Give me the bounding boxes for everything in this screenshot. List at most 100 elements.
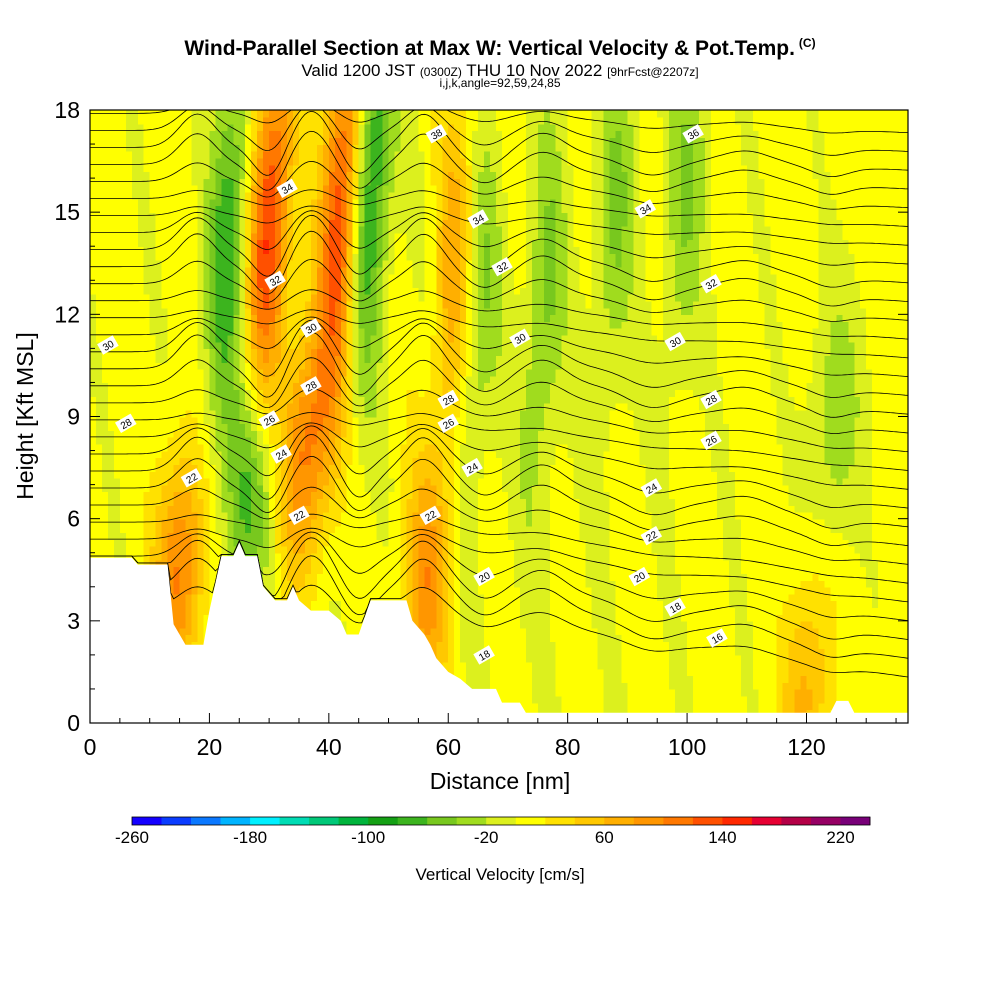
velocity-cell	[663, 580, 670, 588]
velocity-cell	[508, 661, 515, 670]
velocity-cell	[711, 491, 718, 499]
velocity-cell	[304, 586, 312, 595]
velocity-cell	[430, 600, 438, 608]
velocity-cell	[167, 586, 175, 595]
velocity-cell	[734, 688, 742, 697]
velocity-cell	[752, 648, 760, 656]
velocity-cell	[716, 620, 724, 629]
velocity-cell	[633, 620, 641, 629]
velocity-cell	[728, 702, 736, 711]
velocity-cell	[651, 675, 659, 683]
velocity-cell	[579, 607, 587, 615]
velocity-cell	[472, 525, 479, 534]
velocity-cell	[185, 593, 193, 602]
velocity-cell	[734, 607, 742, 615]
velocity-cell	[728, 573, 736, 581]
velocity-cell	[269, 505, 276, 513]
velocity-cell	[340, 471, 348, 479]
velocity-cell	[400, 532, 408, 540]
velocity-cell	[334, 614, 342, 622]
velocity-cell	[484, 614, 491, 622]
velocity-cell	[567, 477, 575, 486]
velocity-cell	[591, 661, 599, 670]
velocity-cell	[549, 511, 557, 520]
velocity-cell	[406, 532, 414, 540]
velocity-cell	[376, 580, 384, 588]
velocity-cell	[496, 559, 503, 568]
velocity-cell	[699, 668, 706, 677]
velocity-cell	[681, 498, 688, 506]
velocity-cell	[299, 559, 306, 568]
velocity-cell	[711, 688, 718, 697]
velocity-cell	[508, 675, 515, 683]
velocity-cell	[508, 566, 515, 574]
velocity-cell	[705, 505, 712, 513]
velocity-cell	[185, 491, 193, 499]
velocity-cell	[872, 682, 879, 690]
velocity-cell	[621, 627, 629, 636]
velocity-cell	[776, 525, 784, 534]
velocity-cell	[185, 607, 193, 615]
velocity-cell	[615, 573, 623, 581]
velocity-cell	[836, 545, 844, 554]
velocity-cell	[711, 511, 718, 520]
velocity-cell	[854, 695, 862, 704]
velocity-cell	[633, 661, 641, 670]
velocity-cell	[597, 580, 605, 588]
velocity-cell	[854, 593, 862, 602]
velocity-cell	[209, 484, 217, 493]
velocity-cell	[460, 518, 467, 527]
velocity-cell	[263, 525, 270, 534]
velocity-cell	[788, 484, 796, 493]
velocity-cell	[96, 498, 103, 506]
velocity-cell	[454, 580, 461, 588]
velocity-cell	[531, 641, 539, 649]
velocity-cell	[645, 580, 653, 588]
velocity-cell	[603, 695, 611, 704]
velocity-cell	[716, 477, 724, 486]
velocity-cell	[543, 586, 551, 595]
velocity-cell	[490, 600, 497, 608]
velocity-cell	[872, 614, 879, 622]
velocity-cell	[878, 566, 885, 574]
velocity-cell	[364, 539, 372, 547]
velocity-cell	[221, 505, 229, 513]
velocity-cell	[675, 491, 682, 499]
velocity-cell	[669, 545, 676, 554]
velocity-cell	[496, 532, 503, 540]
velocity-cell	[275, 471, 282, 479]
velocity-cell	[346, 491, 354, 499]
velocity-cell	[752, 627, 760, 636]
velocity-cell	[597, 552, 605, 561]
velocity-cell	[304, 566, 312, 574]
velocity-cell	[776, 559, 784, 568]
velocity-cell	[191, 600, 199, 608]
velocity-cell	[555, 566, 563, 574]
velocity-cell	[328, 539, 336, 547]
velocity-cell	[824, 491, 832, 499]
velocity-cell	[896, 702, 903, 711]
velocity-cell	[830, 641, 838, 649]
velocity-cell	[824, 654, 832, 663]
velocity-cell	[800, 498, 808, 506]
velocity-cell	[752, 620, 760, 629]
velocity-cell	[567, 511, 575, 520]
velocity-cell	[627, 586, 635, 595]
velocity-cell	[167, 552, 175, 561]
velocity-cell	[155, 518, 163, 527]
velocity-cell	[615, 566, 623, 574]
velocity-cell	[866, 586, 873, 595]
velocity-cell	[490, 634, 497, 643]
velocity-cell	[179, 573, 187, 581]
velocity-cell	[119, 545, 127, 554]
velocity-cell	[376, 498, 384, 506]
velocity-cell	[466, 600, 473, 608]
velocity-cell	[304, 539, 312, 547]
velocity-cell	[310, 532, 318, 540]
velocity-cell	[663, 661, 670, 670]
velocity-cell	[490, 539, 497, 547]
velocity-cell	[860, 593, 867, 602]
velocity-cell	[173, 545, 181, 554]
velocity-cell	[836, 573, 844, 581]
velocity-cell	[854, 580, 862, 588]
